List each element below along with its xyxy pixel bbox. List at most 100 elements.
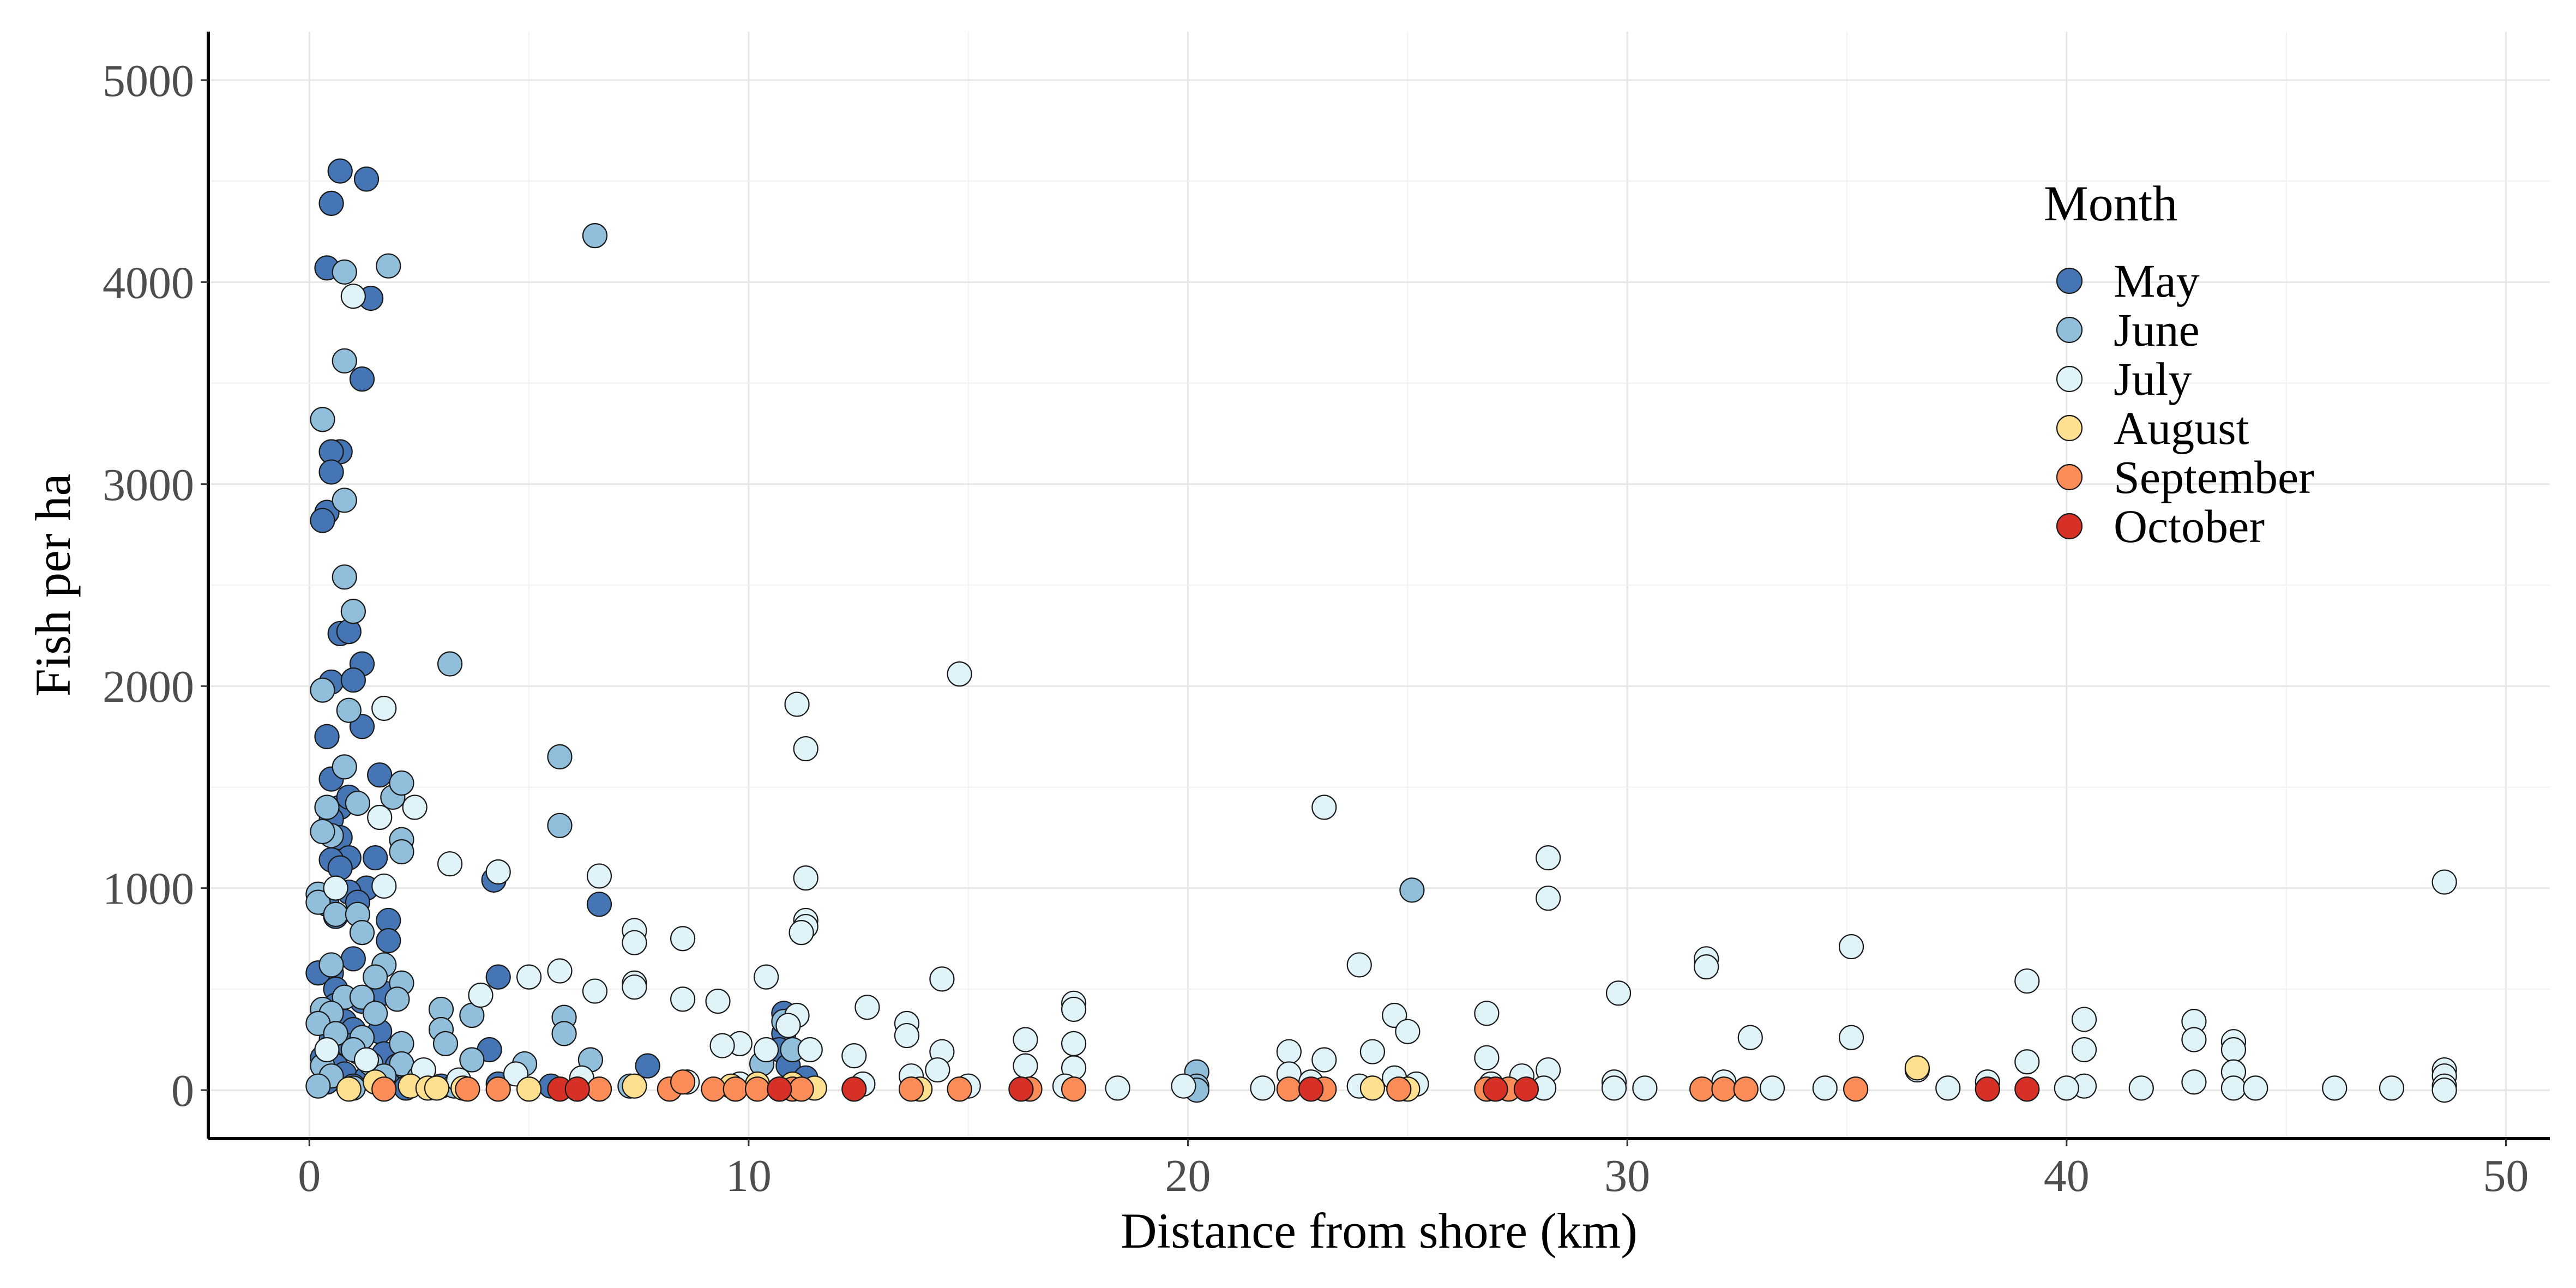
- data-point-july: [2181, 1027, 2207, 1052]
- data-point-may: [327, 158, 353, 184]
- y-axis-title: Fish per ha: [25, 474, 81, 697]
- data-point-july: [2322, 1075, 2348, 1101]
- data-point-june: [332, 487, 357, 513]
- data-point-september: [455, 1076, 480, 1102]
- data-point-july: [709, 1033, 735, 1058]
- data-point-july: [1346, 952, 1372, 978]
- data-point-august: [622, 1073, 647, 1099]
- data-point-july: [622, 930, 647, 955]
- data-point-july: [2054, 1075, 2079, 1101]
- data-point-may: [318, 190, 344, 216]
- data-point-september: [898, 1076, 924, 1102]
- data-point-july: [2071, 1037, 2097, 1063]
- x-axis-ticks: 0 10 20 30 40 50: [298, 1139, 2529, 1201]
- data-point-july: [797, 1037, 823, 1063]
- y-tick-label: 5000: [103, 56, 194, 106]
- data-point-july: [1694, 954, 1719, 980]
- data-point-june: [389, 770, 414, 796]
- data-point-october: [1513, 1076, 1539, 1102]
- data-point-july: [789, 920, 814, 946]
- data-point-july: [371, 873, 397, 899]
- y-tick-label: 2000: [103, 661, 194, 712]
- data-point-july: [894, 1022, 920, 1049]
- data-point-july: [929, 966, 955, 992]
- data-point-july: [1474, 1001, 1500, 1026]
- data-point-june: [314, 795, 340, 820]
- data-point-june: [332, 259, 357, 285]
- legend-key-august: [2056, 414, 2083, 442]
- data-point-may: [349, 366, 375, 392]
- data-point-july: [1311, 1047, 1337, 1073]
- data-point-july: [705, 989, 731, 1014]
- data-point-june: [345, 790, 371, 816]
- legend-key-october: [2056, 513, 2083, 540]
- data-point-june: [384, 986, 410, 1012]
- data-point-july: [1171, 1073, 1196, 1099]
- data-point-june: [389, 839, 414, 865]
- data-point-june: [363, 964, 388, 990]
- data-point-october: [564, 1076, 590, 1102]
- data-point-july: [1536, 845, 1561, 871]
- data-point-june: [332, 564, 357, 590]
- data-point-july: [1105, 1075, 1130, 1101]
- data-point-july: [485, 859, 511, 885]
- data-point-may: [310, 508, 335, 533]
- data-point-september: [789, 1076, 814, 1102]
- data-point-september: [1061, 1076, 1087, 1102]
- data-point-july: [582, 978, 608, 1004]
- data-point-october: [2014, 1076, 2040, 1102]
- data-point-august: [424, 1075, 450, 1101]
- data-point-july: [2014, 968, 2040, 994]
- data-point-september: [1386, 1076, 1412, 1102]
- data-point-july: [793, 736, 818, 762]
- data-point-october: [1008, 1076, 1034, 1102]
- data-point-july: [1013, 1027, 1038, 1052]
- data-point-june: [459, 1047, 485, 1073]
- data-point-may: [586, 892, 612, 917]
- data-point-september: [485, 1076, 511, 1102]
- x-tick-label: 10: [726, 1151, 772, 1201]
- legend-label-october: October: [2114, 500, 2265, 552]
- data-point-june: [547, 744, 573, 769]
- data-point-october: [767, 1076, 792, 1102]
- data-point-july: [1061, 996, 1087, 1022]
- data-point-september: [586, 1076, 612, 1102]
- data-point-july: [586, 863, 612, 889]
- data-point-august: [516, 1076, 542, 1102]
- data-point-june: [332, 754, 357, 780]
- data-point-july: [1013, 1053, 1038, 1079]
- data-point-october: [1975, 1076, 2000, 1102]
- data-point-july: [622, 974, 647, 1000]
- data-point-july: [754, 964, 779, 990]
- x-tick-label: 0: [298, 1151, 321, 1201]
- data-point-june: [332, 348, 357, 374]
- data-point-september: [1276, 1076, 1302, 1102]
- legend-key-june: [2056, 316, 2083, 344]
- data-point-july: [775, 1013, 801, 1038]
- data-point-september: [1711, 1076, 1737, 1102]
- data-point-july: [784, 691, 810, 717]
- data-point-july: [371, 695, 397, 721]
- legend-label-june: June: [2114, 304, 2200, 356]
- y-tick-label: 1000: [103, 864, 194, 914]
- data-point-june: [305, 889, 331, 915]
- data-point-october: [841, 1076, 867, 1102]
- data-point-september: [744, 1076, 771, 1102]
- data-point-july: [2379, 1075, 2405, 1101]
- data-point-july: [1838, 934, 1864, 960]
- legend-key-may: [2056, 267, 2083, 294]
- data-point-june: [310, 407, 335, 432]
- x-tick-label: 30: [1604, 1151, 1650, 1201]
- data-point-june: [305, 1073, 331, 1099]
- data-point-july: [1536, 886, 1561, 911]
- data-point-may: [318, 459, 344, 485]
- data-point-june: [363, 1001, 388, 1026]
- data-point-june: [318, 952, 344, 978]
- data-point-july: [1061, 1031, 1087, 1056]
- data-point-september: [1843, 1076, 1869, 1102]
- data-point-june: [437, 651, 463, 677]
- data-point-july: [947, 661, 972, 687]
- data-point-may: [340, 667, 366, 693]
- legend-key-september: [2056, 464, 2083, 491]
